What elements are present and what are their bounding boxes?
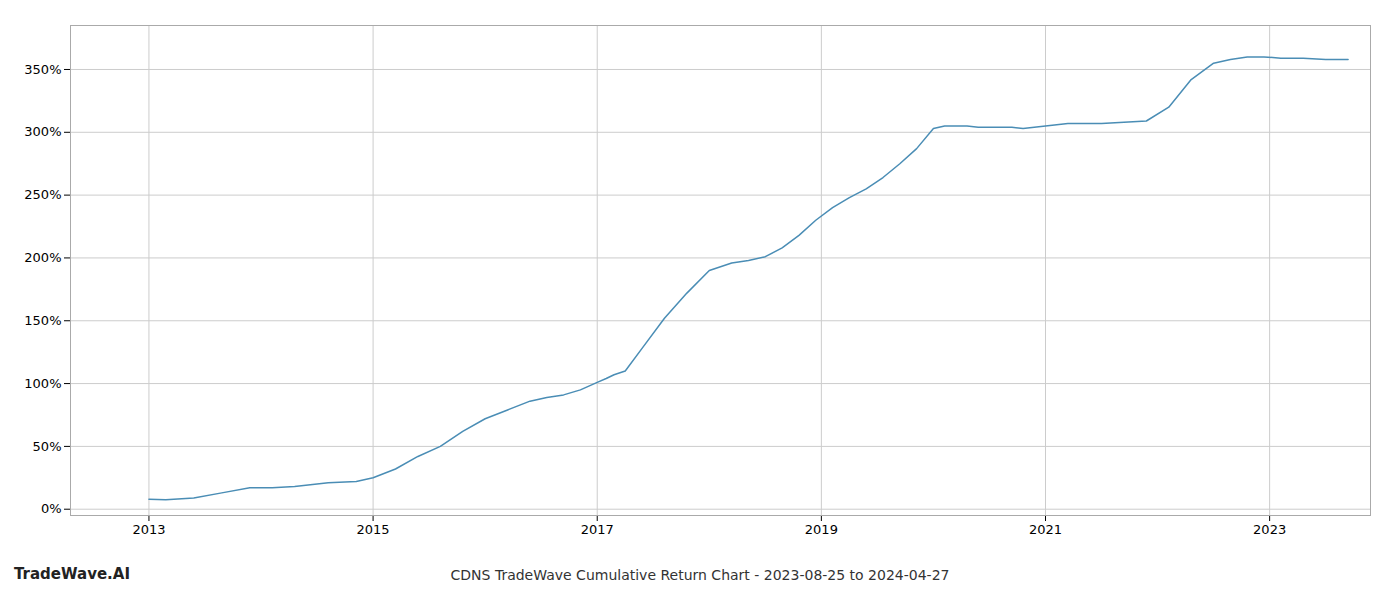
svg-text:0%: 0% bbox=[41, 501, 62, 516]
svg-text:2015: 2015 bbox=[357, 522, 390, 537]
svg-text:2017: 2017 bbox=[581, 522, 614, 537]
svg-text:200%: 200% bbox=[24, 250, 61, 265]
svg-text:2013: 2013 bbox=[132, 522, 165, 537]
svg-text:2019: 2019 bbox=[805, 522, 838, 537]
svg-text:250%: 250% bbox=[24, 187, 61, 202]
svg-text:2021: 2021 bbox=[1029, 522, 1062, 537]
svg-text:2023: 2023 bbox=[1253, 522, 1286, 537]
svg-text:350%: 350% bbox=[24, 62, 61, 77]
html-text:TradeWave.AI: TradeWave.AI bbox=[14, 565, 130, 583]
svg-text:150%: 150% bbox=[24, 313, 61, 328]
svg-text:50%: 50% bbox=[33, 439, 62, 454]
html-text:CDNS TradeWave Cumulative Retu: CDNS TradeWave Cumulative Return Chart -… bbox=[450, 567, 950, 583]
svg-text:100%: 100% bbox=[24, 376, 61, 391]
svg-text:300%: 300% bbox=[24, 124, 61, 139]
